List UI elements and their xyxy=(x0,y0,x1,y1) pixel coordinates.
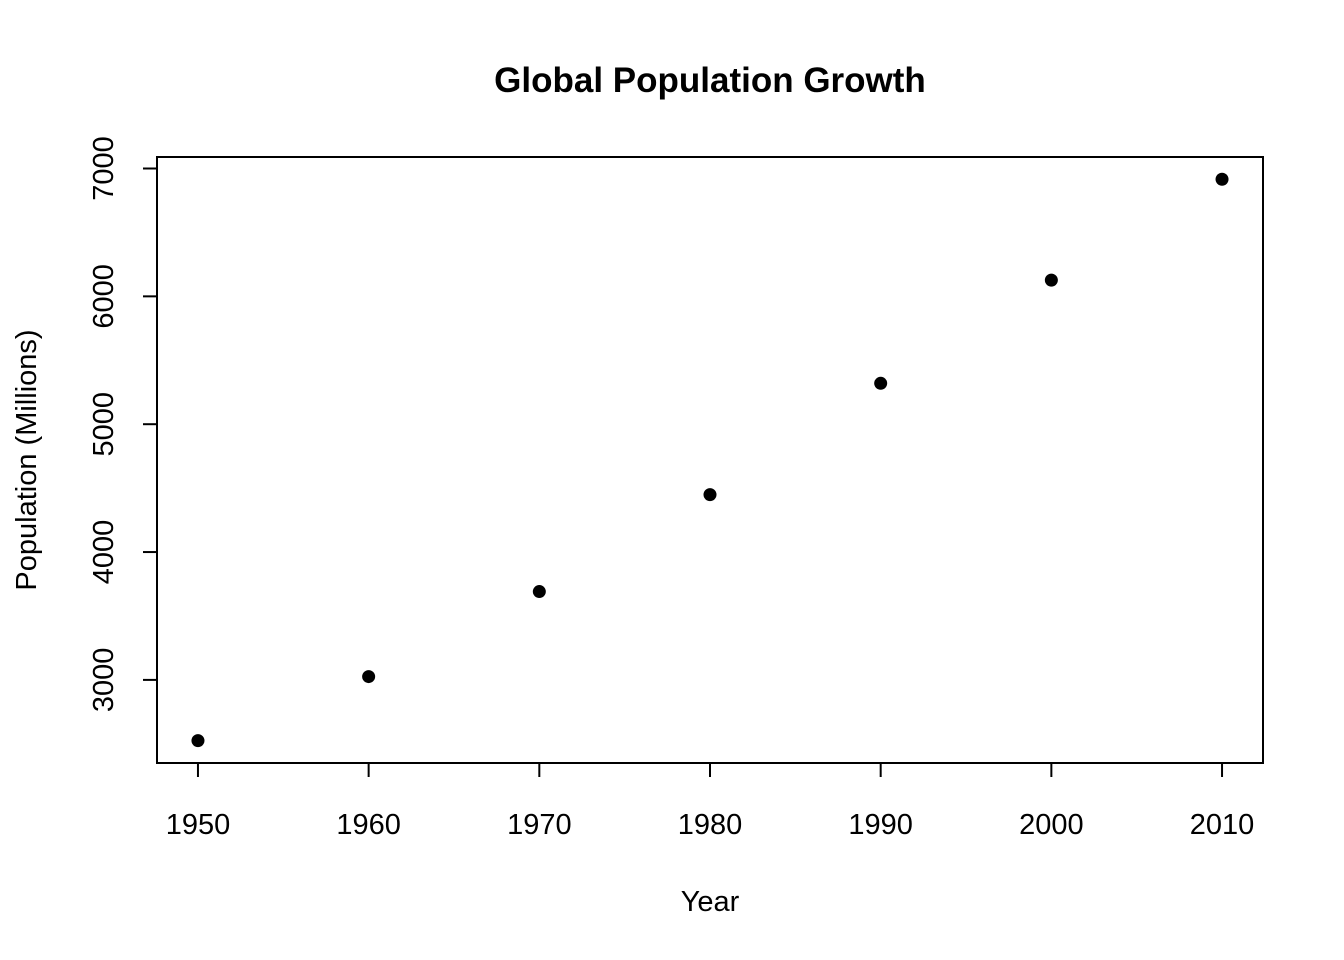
y-tick-label: 5000 xyxy=(88,392,120,457)
x-tick-label: 1970 xyxy=(507,809,572,841)
x-tick-label: 1990 xyxy=(848,809,913,841)
x-axis: 1950 1960 1970 1980 1990 2000 2010 xyxy=(166,762,1255,841)
x-axis-label: Year xyxy=(681,886,740,918)
y-tick-label: 3000 xyxy=(88,648,120,713)
y-axis: 3000 4000 5000 6000 7000 xyxy=(88,136,158,713)
data-point xyxy=(362,670,376,684)
x-tick-label: 1960 xyxy=(336,809,401,841)
x-tick-label: 1980 xyxy=(678,809,743,841)
data-point xyxy=(874,376,888,390)
data-point xyxy=(703,488,717,502)
x-tick-label: 2010 xyxy=(1190,809,1255,841)
y-axis-label: Population (Millions) xyxy=(11,329,43,590)
y-tick-label: 7000 xyxy=(88,136,120,201)
data-point xyxy=(532,585,546,599)
y-tick-label: 6000 xyxy=(88,264,120,329)
data-point xyxy=(191,734,205,748)
y-tick-label: 4000 xyxy=(88,520,120,585)
chart-title: Global Population Growth xyxy=(494,61,926,100)
data-point xyxy=(1044,273,1058,287)
x-tick-label: 2000 xyxy=(1019,809,1084,841)
data-points xyxy=(191,172,1229,748)
x-tick-label: 1950 xyxy=(166,809,231,841)
data-point xyxy=(1215,172,1229,186)
plot-frame xyxy=(156,156,1264,764)
